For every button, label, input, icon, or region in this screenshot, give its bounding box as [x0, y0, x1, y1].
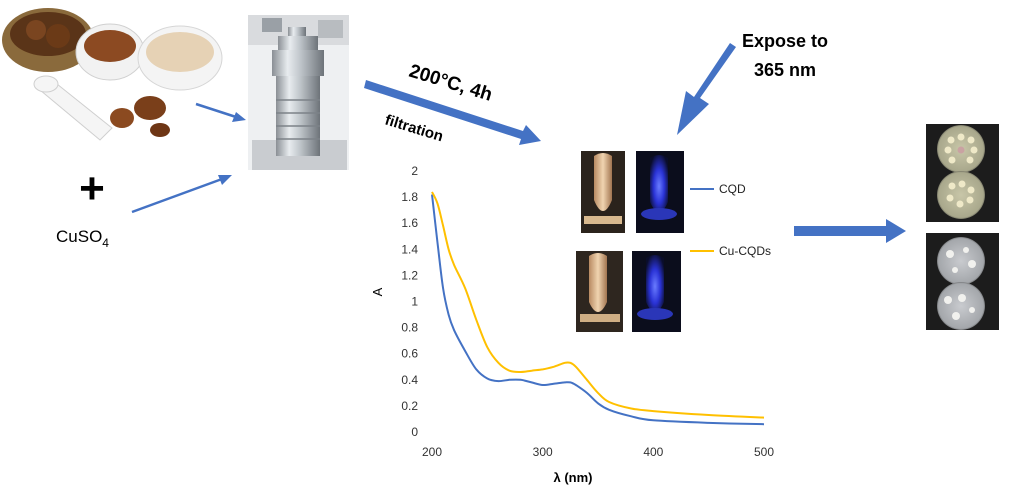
cu-cqd-tube-uv — [632, 251, 681, 332]
arrow-material-to-autoclave — [195, 102, 246, 122]
y-tick-label: 0.2 — [401, 399, 418, 413]
y-axis-label: A — [370, 287, 385, 296]
flow-arrows — [131, 43, 906, 243]
y-tick-label: 0.8 — [401, 321, 418, 335]
x-tick-label: 300 — [533, 445, 553, 459]
chart-series — [431, 191, 765, 426]
y-tick-label: 1.2 — [401, 268, 418, 282]
y-tick-label: 2 — [411, 164, 418, 178]
chart-legend: CQD Cu-CQDs — [690, 182, 771, 258]
y-tick-label: 1 — [411, 295, 418, 309]
plates-photo-top — [926, 124, 999, 222]
raw-material-photo — [0, 0, 228, 160]
absorbance-chart: 0 0.2 0.4 0.6 0.8 1 1.2 1.4 1.6 1.8 2 200 300 400 500… — [370, 164, 774, 485]
y-tick-label: 0.4 — [401, 373, 418, 387]
filtration-label: filtration — [383, 112, 445, 146]
legend-label-cu-cqd: Cu-CQDs — [719, 244, 771, 258]
cqd-tube-visible — [581, 151, 625, 233]
series-line-cu-cqds — [431, 191, 765, 419]
reagent-label: CuSO4 — [56, 227, 109, 250]
plates-photo-bottom — [926, 233, 999, 330]
arrow-uv-exposure — [677, 43, 736, 135]
y-tick-label: 1.8 — [401, 190, 418, 204]
tube-photos — [576, 151, 684, 332]
arrow-reagent-to-autoclave — [131, 175, 232, 214]
expose-line1: Expose to — [742, 31, 828, 51]
x-tick-label: 400 — [643, 445, 663, 459]
cu-cqd-tube-visible — [576, 251, 623, 332]
reagent-formula: CuSO — [56, 227, 102, 246]
arrow-filtration — [364, 80, 541, 145]
x-tick-label: 200 — [422, 445, 442, 459]
plus-sign: + — [79, 164, 105, 213]
y-tick-label: 1.4 — [401, 242, 418, 256]
series-line-cqd — [431, 194, 765, 426]
arrow-to-plates — [794, 219, 906, 243]
x-axis-label: λ (nm) — [554, 470, 593, 485]
y-tick-label: 0 — [411, 425, 418, 439]
y-axis-ticks: 0 0.2 0.4 0.6 0.8 1 1.2 1.4 1.6 1.8 2 — [401, 164, 418, 439]
legend-label-cqd: CQD — [719, 182, 746, 196]
reagent-subscript: 4 — [102, 236, 109, 250]
autoclave-photo — [248, 15, 349, 170]
y-tick-label: 0.6 — [401, 347, 418, 361]
y-tick-label: 1.6 — [401, 216, 418, 230]
cqd-tube-uv — [636, 151, 684, 233]
expose-line2: 365 nm — [754, 60, 816, 80]
x-tick-label: 500 — [754, 445, 774, 459]
x-axis-ticks: 200 300 400 500 — [422, 445, 774, 459]
